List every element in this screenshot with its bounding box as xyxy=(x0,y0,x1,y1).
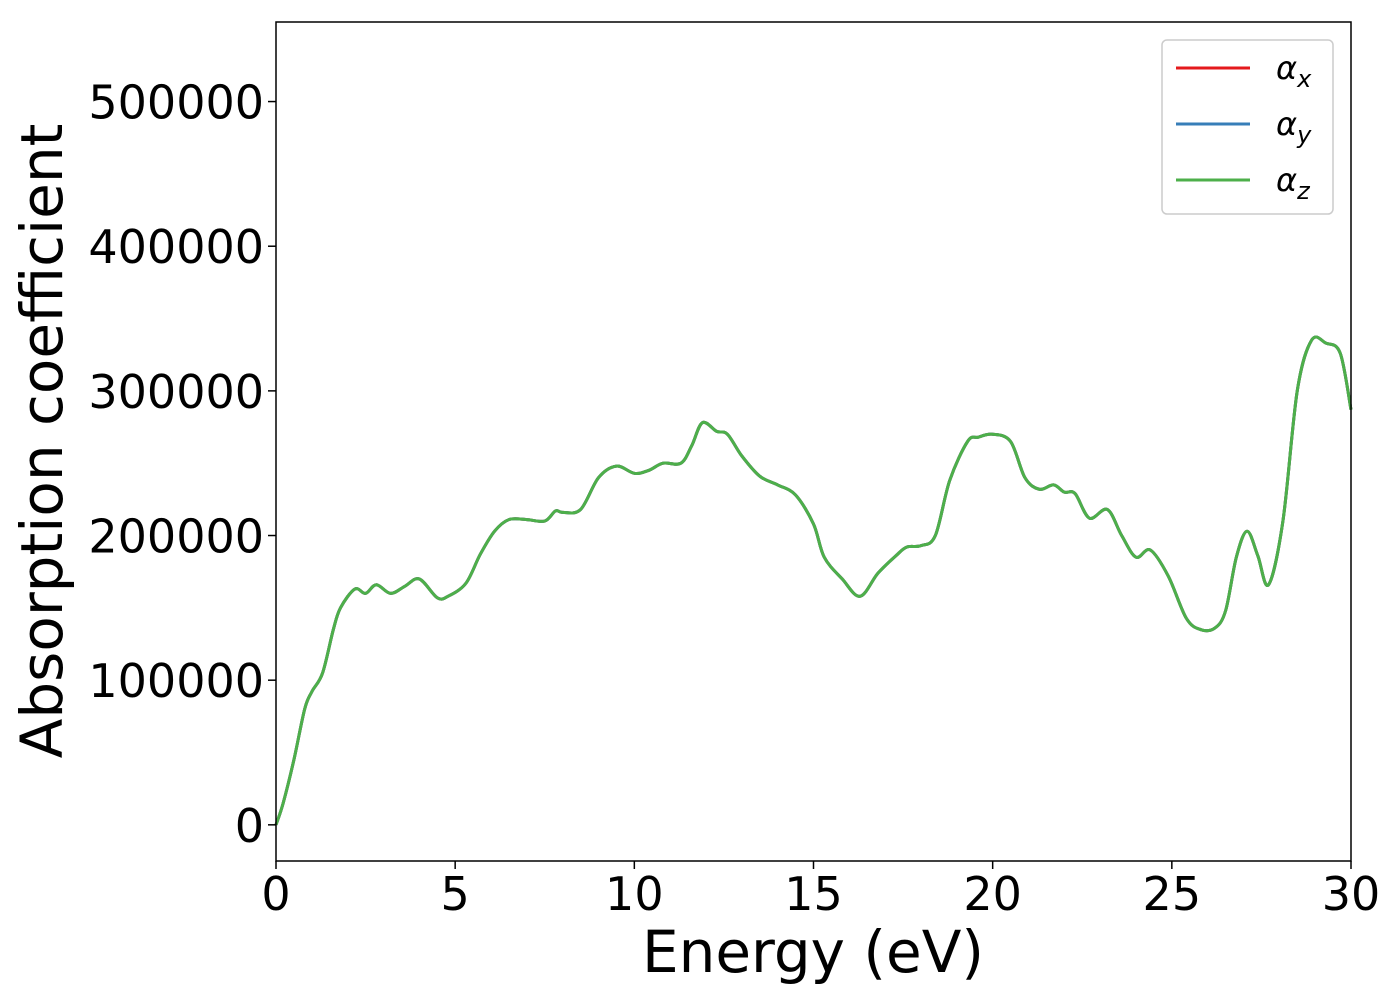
x-tick-label: 0 xyxy=(261,867,290,921)
legend: αx αy αz xyxy=(1161,39,1334,215)
y-tick-label: 400000 xyxy=(88,220,264,274)
series-line-2 xyxy=(274,335,1353,826)
legend-box xyxy=(1161,39,1334,215)
x-tick-label: 5 xyxy=(441,867,470,921)
x-tick-label: 10 xyxy=(605,867,664,921)
x-tick-label: 30 xyxy=(1322,867,1381,921)
legend-label-2: αy xyxy=(1276,105,1312,149)
x-axis-title: Energy (eV) xyxy=(642,918,984,986)
legend-label-3: αz xyxy=(1276,161,1311,205)
y-tick-label: 300000 xyxy=(88,365,264,419)
y-tick-label: 100000 xyxy=(88,654,264,708)
x-tick-label: 25 xyxy=(1143,867,1202,921)
series-line-3 xyxy=(274,335,1353,826)
y-tick-label: 200000 xyxy=(88,510,264,564)
x-tick-label: 20 xyxy=(963,867,1022,921)
series-line-1 xyxy=(274,335,1353,826)
series-layer xyxy=(274,335,1353,826)
x-axis-ticks: 0 5 10 15 20 25 30 xyxy=(261,861,1380,921)
y-axis-title: Absorption coefficient xyxy=(8,124,76,759)
y-tick-label: 0 xyxy=(235,799,264,853)
legend-label-1: αx xyxy=(1276,49,1312,93)
x-tick-label: 15 xyxy=(784,867,843,921)
y-axis-ticks: 0 100000 200000 300000 400000 500000 xyxy=(88,76,276,853)
y-tick-label: 500000 xyxy=(88,76,264,130)
